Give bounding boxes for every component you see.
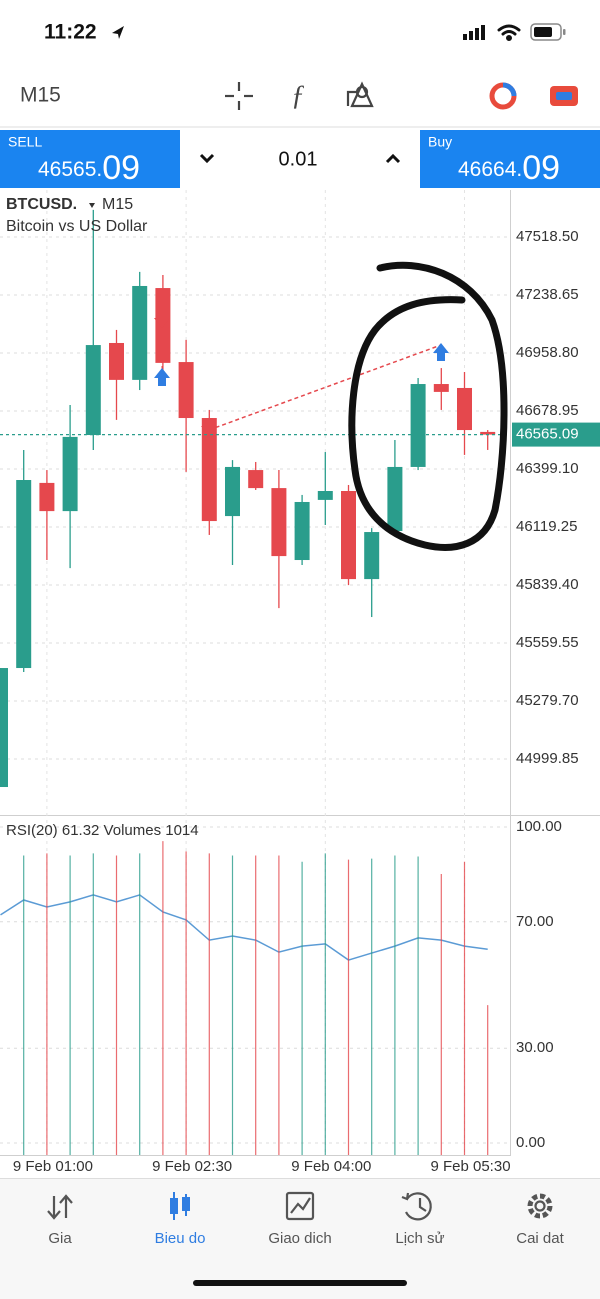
status-time: 11:22 bbox=[44, 21, 97, 44]
y-tick-label: 47518.50 bbox=[516, 228, 579, 245]
x-tick-label: 9 Feb 04:00 bbox=[291, 1158, 371, 1175]
chart-frame bbox=[0, 190, 600, 1156]
y-tick-label: 45559.55 bbox=[516, 634, 579, 651]
trade-line bbox=[208, 344, 442, 431]
indicators-button[interactable]: ƒ bbox=[291, 80, 305, 111]
toolbar-timeframe[interactable]: M15 bbox=[20, 84, 61, 107]
sell-arrow bbox=[201, 418, 217, 436]
y-tick-label: 45839.40 bbox=[516, 576, 579, 593]
candle-body bbox=[201, 418, 217, 522]
candle-body bbox=[341, 490, 356, 580]
tab-label[interactable]: Lịch sử bbox=[395, 1230, 444, 1247]
tab-labels: Gia Bieu do Giao dich Lịch sử Cai dat bbox=[48, 1230, 564, 1247]
tab-icon-history[interactable] bbox=[401, 1192, 432, 1221]
tab-icon-trade[interactable] bbox=[285, 1191, 315, 1221]
candle-body bbox=[317, 490, 333, 500]
y-tick-label: 0.00 bbox=[516, 1134, 545, 1151]
crosshair-button[interactable] bbox=[225, 82, 253, 110]
buy-arrow bbox=[154, 368, 170, 386]
tab-icon-quotes[interactable] bbox=[47, 1194, 73, 1220]
candle-body bbox=[132, 285, 148, 380]
candle-body bbox=[0, 668, 8, 788]
buy-price: 46664.09 bbox=[458, 149, 560, 187]
candle-body bbox=[294, 501, 310, 561]
candle-body bbox=[39, 482, 55, 512]
y-tick-label: 100.00 bbox=[516, 818, 562, 835]
account-button[interactable] bbox=[489, 82, 517, 110]
y-tick-label: 45279.70 bbox=[516, 692, 579, 709]
buy-price-small: 46664. bbox=[458, 158, 522, 181]
x-tick-label: 9 Feb 01:00 bbox=[13, 1158, 93, 1175]
indicator-title: RSI(20) 61.32 Volumes 1014 bbox=[6, 822, 199, 839]
chart-timeframe: M15 bbox=[102, 196, 133, 213]
plot-layer bbox=[0, 209, 510, 1155]
buy-button[interactable] bbox=[420, 130, 600, 188]
candle-body bbox=[480, 431, 496, 435]
sell-label: SELL bbox=[8, 134, 42, 150]
signal-icon bbox=[463, 25, 485, 40]
hand-drawn-circle bbox=[348, 261, 508, 551]
x-tick-label: 9 Feb 02:30 bbox=[152, 1158, 232, 1175]
symbol-dropdown[interactable] bbox=[89, 203, 95, 208]
wifi-icon bbox=[497, 24, 521, 41]
volume-down[interactable] bbox=[199, 153, 215, 164]
rsi-line bbox=[0, 894, 488, 961]
tab-icon-chart[interactable] bbox=[170, 1192, 190, 1220]
candle-body bbox=[85, 345, 101, 436]
sell-arrow bbox=[154, 310, 170, 328]
y-tick-label: 46958.80 bbox=[516, 344, 579, 361]
current-price-box bbox=[512, 422, 600, 447]
location-icon bbox=[112, 26, 124, 39]
buy-label: Buy bbox=[428, 134, 452, 150]
home-indicator bbox=[193, 1280, 407, 1286]
current-price-label: 46565.09 bbox=[516, 426, 579, 443]
tab-bar bbox=[0, 1178, 600, 1299]
y-tick-label: 70.00 bbox=[516, 913, 554, 930]
tab-label[interactable]: Gia bbox=[48, 1230, 72, 1247]
candle-body bbox=[433, 384, 449, 392]
symbol: BTCUSD. bbox=[6, 196, 77, 213]
volume-up[interactable] bbox=[385, 153, 401, 164]
sell-price-large: 09 bbox=[102, 149, 140, 187]
trade-button[interactable] bbox=[550, 86, 578, 106]
tab-icon-settings[interactable] bbox=[527, 1193, 553, 1219]
y-tick-label: 47238.65 bbox=[516, 286, 579, 303]
y-tick-label: 46119.25 bbox=[516, 518, 577, 535]
candle-body bbox=[16, 480, 32, 669]
buy-price-large: 09 bbox=[522, 149, 560, 187]
grid-layer bbox=[0, 190, 510, 1155]
objects-button[interactable] bbox=[346, 81, 374, 108]
candle-body bbox=[62, 436, 78, 512]
sell-price-small: 46565. bbox=[38, 158, 102, 181]
candle-body bbox=[457, 387, 472, 431]
volume-value[interactable]: 0.01 bbox=[279, 148, 318, 170]
battery-icon bbox=[530, 23, 566, 41]
symbol-description: Bitcoin vs US Dollar bbox=[6, 218, 148, 235]
buy-arrow bbox=[433, 343, 449, 361]
candle-body bbox=[387, 466, 403, 532]
y-tick-label: 46678.95 bbox=[516, 402, 579, 419]
candle-body bbox=[364, 532, 380, 580]
candle-body bbox=[109, 342, 124, 380]
tab-label[interactable]: Cai dat bbox=[516, 1230, 564, 1247]
candle-body bbox=[271, 488, 287, 557]
y-tick-label: 30.00 bbox=[516, 1039, 554, 1056]
tab-label[interactable]: Giao dich bbox=[268, 1230, 331, 1247]
candle-body bbox=[225, 466, 240, 517]
candle-body bbox=[178, 362, 194, 419]
sell-price: 46565.09 bbox=[38, 149, 140, 187]
candle-body bbox=[410, 384, 426, 467]
sell-button[interactable] bbox=[0, 130, 180, 188]
y-tick-label: 46399.10 bbox=[516, 460, 579, 477]
tab-label[interactable]: Bieu do bbox=[155, 1230, 206, 1247]
y-tick-label: 44999.85 bbox=[516, 750, 579, 767]
candle-body bbox=[248, 470, 264, 489]
x-tick-label: 9 Feb 05:30 bbox=[430, 1158, 510, 1175]
